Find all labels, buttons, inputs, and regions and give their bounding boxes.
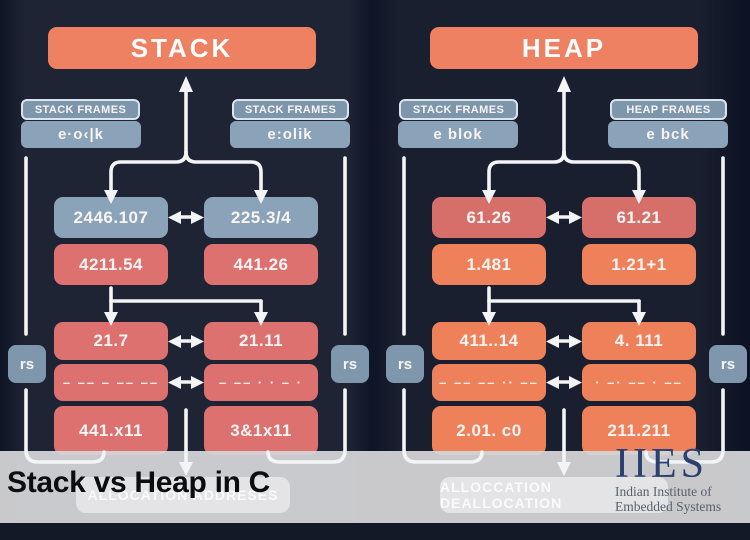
- memory-cell: 21.7: [54, 322, 168, 360]
- heap-header: HEAP: [430, 27, 698, 69]
- memory-cell: 4. 111: [582, 322, 696, 360]
- memory-cell: 225.3/4: [204, 197, 318, 238]
- memory-cell: 1.21+1: [582, 244, 696, 285]
- heap-frames-value: e bck: [608, 121, 728, 148]
- memory-cell-dashed: – –– –– ·· ––: [432, 364, 546, 401]
- memory-cell: 61.21: [582, 197, 696, 238]
- rs-badge: rs: [8, 345, 46, 383]
- iies-logo-acronym: IIES: [615, 441, 708, 487]
- memory-cell: 3&1x11: [204, 406, 318, 455]
- memory-cell: 4211.54: [54, 244, 168, 285]
- stack-frames-label: STACK FRAMES: [21, 99, 140, 120]
- memory-cell: 1.481: [432, 244, 546, 285]
- memory-cell-dashed: – –– · · – ·: [204, 364, 318, 401]
- memory-cell: 21.11: [204, 322, 318, 360]
- stack-frames-value: e:olik: [230, 121, 350, 148]
- stack-frames-label: STACK FRAMES: [232, 99, 349, 120]
- iies-logo-line2: Embedded Systems: [615, 499, 722, 514]
- heap-frames-label: HEAP FRAMES: [610, 99, 727, 120]
- iies-logo: IIES Indian Institute of Embedded System…: [615, 441, 748, 514]
- rs-badge: rs: [386, 345, 424, 383]
- memory-cell: 2446.107: [54, 197, 168, 238]
- memory-cell: 441.26: [204, 244, 318, 285]
- memory-cell: 411..14: [432, 322, 546, 360]
- memory-cell-dashed: · –· –– · ––: [582, 364, 696, 401]
- stack-header: STACK: [48, 27, 316, 69]
- stack-frames-value: e·o‹|k: [21, 121, 141, 148]
- page-title: Stack vs Heap in C: [7, 466, 271, 499]
- iies-logo-line1: Indian Institute of: [615, 484, 712, 499]
- allocation-addresses-pill: ALLOCATION ADDRESES: [76, 477, 290, 513]
- bottom-strip: [0, 523, 750, 540]
- rs-badge: rs: [709, 345, 747, 383]
- memory-cell: 441.x11: [54, 406, 168, 455]
- rs-badge: rs: [331, 345, 369, 383]
- stack-frames-label: STACK FRAMES: [399, 99, 518, 120]
- stack-frames-value: e blok: [398, 121, 518, 148]
- memory-cell: 61.26: [432, 197, 546, 238]
- memory-cell: 2.01. c0: [432, 406, 546, 455]
- memory-cell-dashed: – –– – –– ––: [54, 364, 168, 401]
- allocation-deallocation-pill: ALLOCCATION DEALLOCATION: [440, 477, 668, 513]
